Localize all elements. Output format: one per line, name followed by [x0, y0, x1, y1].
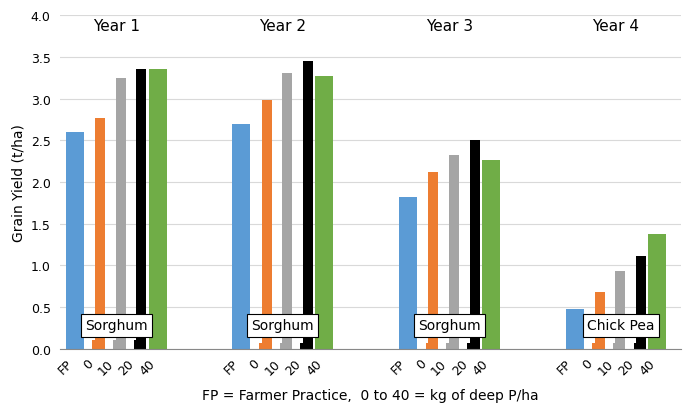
- Bar: [303, 62, 313, 349]
- Text: Year 2: Year 2: [260, 19, 307, 34]
- Bar: [300, 343, 307, 349]
- Bar: [66, 133, 84, 349]
- Text: Sorghum: Sorghum: [85, 318, 147, 332]
- Bar: [592, 343, 599, 349]
- Bar: [426, 343, 432, 349]
- Bar: [136, 70, 146, 349]
- Bar: [134, 341, 140, 349]
- Bar: [449, 156, 459, 349]
- Bar: [113, 341, 120, 349]
- Bar: [636, 256, 646, 349]
- Text: Year 3: Year 3: [426, 19, 473, 34]
- Bar: [428, 173, 438, 349]
- Bar: [467, 343, 473, 349]
- Bar: [149, 70, 167, 349]
- Text: Year 1: Year 1: [93, 19, 140, 34]
- Text: Year 4: Year 4: [592, 19, 639, 34]
- Bar: [613, 343, 619, 349]
- Bar: [648, 235, 666, 349]
- Bar: [594, 292, 605, 349]
- Bar: [634, 343, 640, 349]
- Bar: [482, 161, 500, 349]
- Bar: [282, 74, 292, 349]
- Bar: [399, 197, 417, 349]
- Bar: [95, 119, 105, 349]
- Bar: [315, 77, 334, 349]
- Text: Sorghum: Sorghum: [251, 318, 314, 332]
- Bar: [93, 341, 99, 349]
- Bar: [262, 101, 271, 349]
- Y-axis label: Grain Yield (t/ha): Grain Yield (t/ha): [11, 123, 25, 241]
- Bar: [233, 124, 251, 349]
- X-axis label: FP = Farmer Practice,  0 to 40 = kg of deep P/ha: FP = Farmer Practice, 0 to 40 = kg of de…: [202, 388, 539, 402]
- Text: Chick Pea: Chick Pea: [588, 318, 655, 332]
- Bar: [116, 78, 126, 349]
- Bar: [259, 343, 265, 349]
- Bar: [280, 343, 286, 349]
- Bar: [446, 343, 453, 349]
- Text: Sorghum: Sorghum: [418, 318, 481, 332]
- Bar: [615, 271, 626, 349]
- Bar: [565, 309, 583, 349]
- Bar: [470, 141, 480, 349]
